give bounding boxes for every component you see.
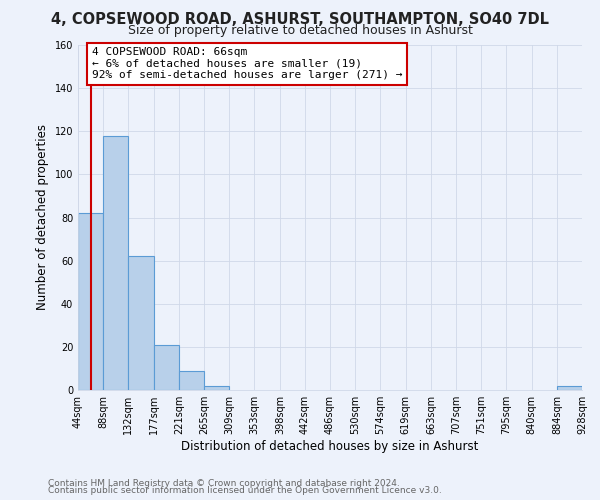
Bar [78,213,103,390]
Text: Contains HM Land Registry data © Crown copyright and database right 2024.: Contains HM Land Registry data © Crown c… [48,478,400,488]
Bar [557,386,582,390]
Bar [154,344,179,390]
Text: Contains public sector information licensed under the Open Government Licence v3: Contains public sector information licen… [48,486,442,495]
Bar [128,256,154,390]
Text: 4 COPSEWOOD ROAD: 66sqm
← 6% of detached houses are smaller (19)
92% of semi-det: 4 COPSEWOOD ROAD: 66sqm ← 6% of detached… [92,47,402,80]
Text: Size of property relative to detached houses in Ashurst: Size of property relative to detached ho… [128,24,472,37]
Bar [204,386,229,390]
Text: 4, COPSEWOOD ROAD, ASHURST, SOUTHAMPTON, SO40 7DL: 4, COPSEWOOD ROAD, ASHURST, SOUTHAMPTON,… [51,12,549,28]
Y-axis label: Number of detached properties: Number of detached properties [36,124,49,310]
Bar [103,136,128,390]
Bar [179,370,204,390]
X-axis label: Distribution of detached houses by size in Ashurst: Distribution of detached houses by size … [181,440,479,453]
